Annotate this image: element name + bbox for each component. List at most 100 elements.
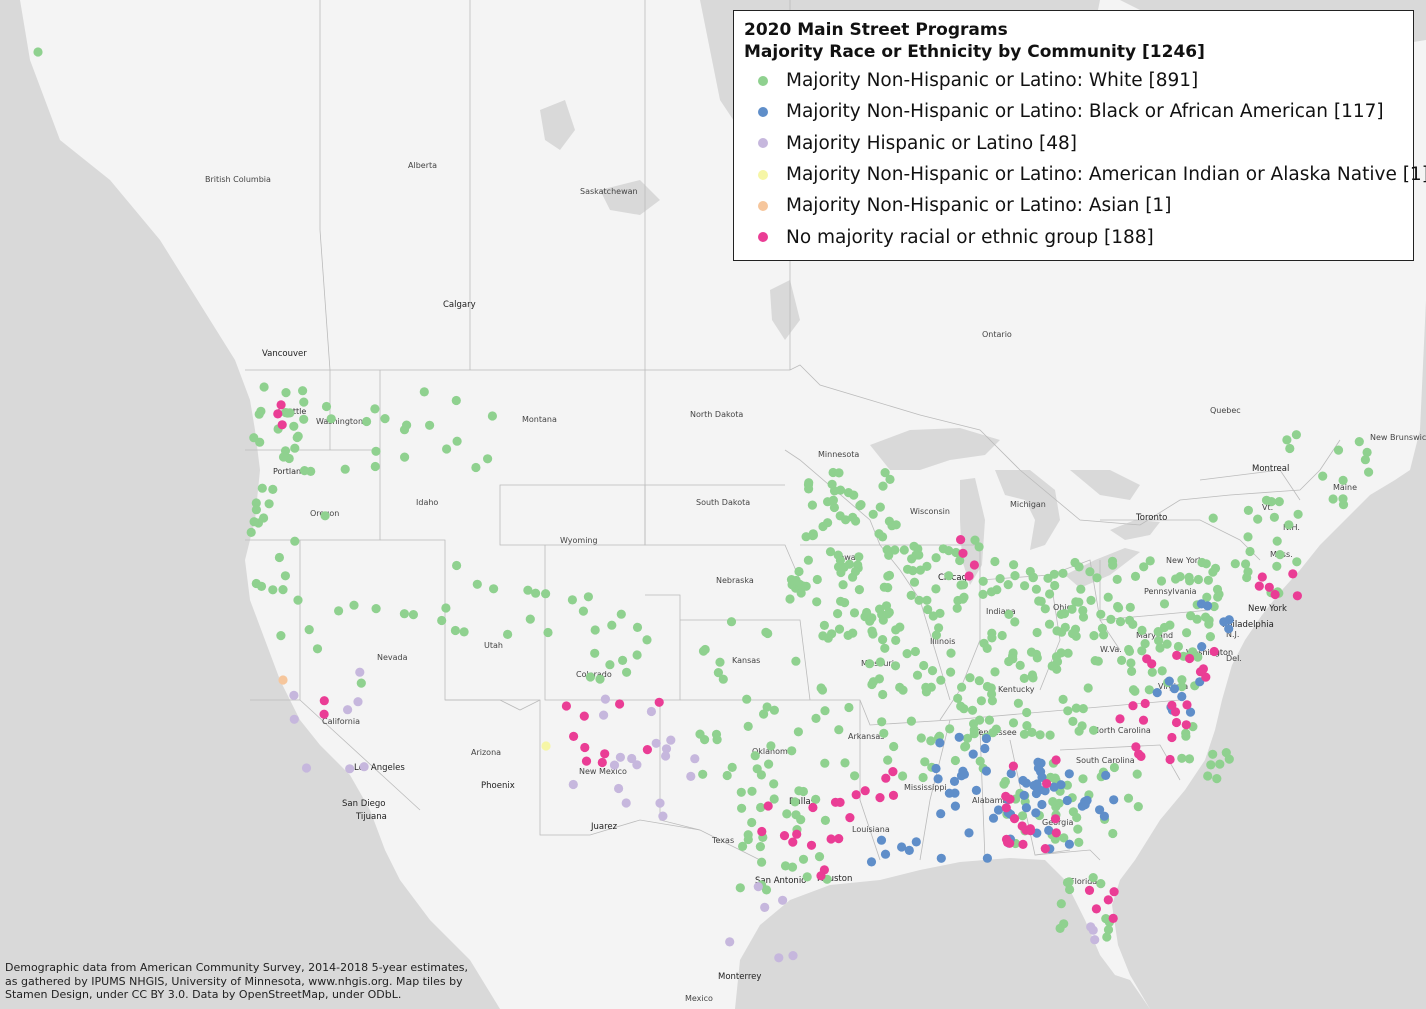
region-label: W.Va. xyxy=(1100,645,1122,654)
program-dot xyxy=(961,741,971,751)
program-dot xyxy=(1264,582,1274,592)
legend-subtitle: Majority Race or Ethnicity by Community … xyxy=(744,42,1205,62)
program-dot xyxy=(726,617,737,627)
program-dot xyxy=(816,871,826,881)
program-dot xyxy=(953,693,963,704)
program-dot xyxy=(854,552,864,562)
program-dot xyxy=(1032,653,1042,663)
program-dot xyxy=(782,809,792,819)
program-dot xyxy=(1224,624,1234,634)
program-dot xyxy=(276,400,286,410)
program-dot xyxy=(906,590,916,601)
program-dot xyxy=(796,588,806,598)
program-dot xyxy=(1114,603,1124,613)
program-dot xyxy=(807,500,818,510)
city-label: Juarez xyxy=(590,822,618,832)
program-dot xyxy=(944,571,954,581)
region-label: Maine xyxy=(1333,483,1357,492)
region-label: Arkansas xyxy=(848,732,884,741)
program-dot xyxy=(1241,559,1251,569)
program-dot xyxy=(1177,675,1187,685)
program-dot xyxy=(1106,614,1116,625)
city-labels: Vancouver Seattle Portland Calgary Chica… xyxy=(262,300,1289,982)
program-dot xyxy=(811,713,821,724)
program-dot xyxy=(1288,569,1298,579)
program-dot xyxy=(1074,597,1084,607)
program-dot xyxy=(750,751,760,761)
program-dot xyxy=(715,657,725,667)
program-dot xyxy=(1338,494,1348,504)
program-dot xyxy=(1127,666,1137,677)
program-dot xyxy=(655,798,665,808)
program-dot xyxy=(290,443,300,453)
program-dot xyxy=(1028,573,1038,583)
region-label: Nevada xyxy=(377,653,408,662)
program-dot xyxy=(301,763,312,773)
program-dot xyxy=(489,584,499,594)
program-dot xyxy=(865,659,875,669)
program-dot xyxy=(1022,721,1032,731)
program-dot xyxy=(599,710,609,720)
program-dot xyxy=(867,613,877,623)
program-dot xyxy=(1088,873,1098,883)
program-dot xyxy=(987,633,997,643)
program-dot xyxy=(1193,574,1203,585)
program-dot xyxy=(969,560,980,570)
program-dot xyxy=(319,696,329,706)
city-label: Vancouver xyxy=(262,349,307,359)
program-dot xyxy=(1126,658,1136,668)
program-dot xyxy=(854,585,865,595)
program-dot xyxy=(850,566,861,577)
attribution-text: Demographic data from American Community… xyxy=(5,961,469,1001)
program-dot xyxy=(452,436,462,446)
program-dot xyxy=(1045,589,1055,599)
program-dot xyxy=(326,414,336,424)
program-dot xyxy=(766,741,776,751)
region-label: Mexico xyxy=(685,994,713,1003)
program-dot xyxy=(278,585,288,595)
program-dot xyxy=(661,744,672,754)
program-dot xyxy=(878,481,888,491)
program-dot xyxy=(349,600,359,610)
program-dot xyxy=(1203,771,1213,781)
program-dot xyxy=(812,597,822,607)
program-dot xyxy=(764,759,774,769)
program-dot xyxy=(425,420,435,430)
program-dot xyxy=(1102,932,1112,942)
program-dot xyxy=(957,682,967,692)
program-dot xyxy=(761,885,772,895)
program-dot xyxy=(380,414,390,424)
program-dot xyxy=(1018,839,1028,850)
program-dot xyxy=(1203,575,1213,585)
program-dot xyxy=(1090,935,1100,945)
program-dot xyxy=(343,705,353,715)
region-label: Maryland xyxy=(1136,631,1173,640)
program-dot xyxy=(883,571,893,581)
program-dot xyxy=(1292,591,1302,601)
program-dot xyxy=(1086,922,1096,932)
program-dot xyxy=(828,495,839,505)
program-dot xyxy=(251,505,261,515)
program-dot xyxy=(1025,824,1035,834)
program-dot xyxy=(969,729,979,739)
program-dot xyxy=(774,953,784,963)
program-dot xyxy=(400,452,410,462)
program-dot xyxy=(1362,447,1372,457)
program-dot xyxy=(1091,904,1101,914)
program-dot xyxy=(849,608,860,618)
program-dot xyxy=(759,709,769,719)
program-dot xyxy=(1165,754,1175,765)
program-dot xyxy=(820,758,830,768)
program-dot xyxy=(578,606,589,616)
program-dot xyxy=(1084,885,1095,896)
program-dot xyxy=(1022,707,1032,718)
program-dot xyxy=(1193,652,1203,662)
program-dot xyxy=(1253,514,1263,524)
program-dot xyxy=(849,490,859,500)
region-label: Pennsylvania xyxy=(1144,587,1197,596)
program-dot xyxy=(1010,571,1020,581)
program-dot xyxy=(1195,667,1206,677)
program-dots xyxy=(33,47,1374,963)
program-dot xyxy=(567,595,578,605)
program-dot xyxy=(293,595,303,605)
